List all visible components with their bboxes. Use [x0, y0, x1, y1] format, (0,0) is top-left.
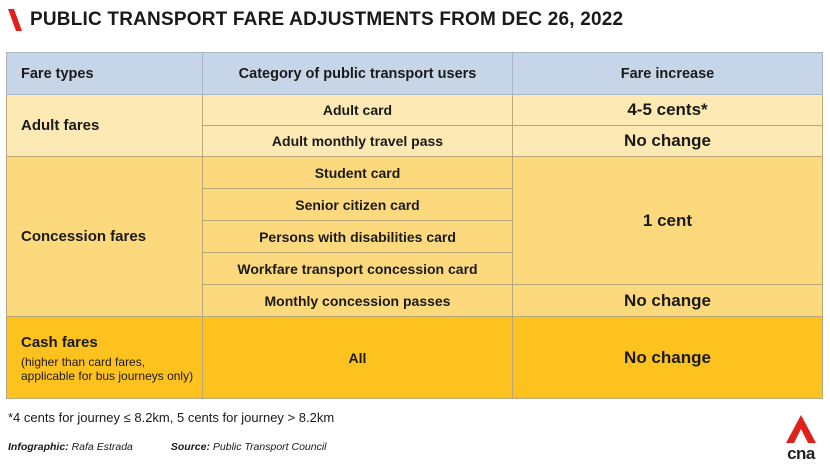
infographic-value: Rafa Estrada	[71, 441, 133, 453]
increase-cell: No change	[512, 316, 823, 399]
category-cell: Student card	[202, 156, 513, 189]
cash-fares-note: (higher than card fares, applicable for …	[21, 354, 194, 383]
concession-increase-cell: 1 cent	[512, 156, 823, 285]
cash-fares-cell: Cash fares (higher than card fares, appl…	[6, 316, 203, 399]
table-header-row: Fare types Category of public transport …	[6, 52, 823, 95]
footnote: *4 cents for journey ≤ 8.2km, 5 cents fo…	[8, 410, 335, 425]
infographic-label: Infographic:	[8, 441, 69, 453]
increase-cell: No change	[512, 125, 823, 157]
header-fare-types: Fare types	[6, 52, 203, 95]
page-title: PUBLIC TRANSPORT FARE ADJUSTMENTS FROM D…	[30, 9, 624, 30]
category-cell: Monthly concession passes	[202, 284, 513, 317]
cna-logo-text: cna	[787, 444, 815, 463]
source-value: Public Transport Council	[212, 441, 327, 453]
increase-cell: No change	[512, 284, 823, 317]
cna-logo: cna	[782, 414, 820, 464]
increase-cell: 4-5 cents*	[512, 94, 823, 126]
table-row: Adult fares Adult card 4-5 cents*	[6, 94, 823, 157]
fare-table: Fare types Category of public transport …	[6, 52, 823, 399]
cna-logo-icon	[786, 415, 816, 443]
header-fare-increase: Fare increase	[512, 52, 823, 95]
category-cell: Adult monthly travel pass	[202, 125, 513, 157]
infographic-credit: Infographic: Rafa Estrada	[8, 441, 133, 453]
source-credit: Source: Public Transport Council	[171, 441, 327, 453]
source-label: Source:	[170, 441, 210, 453]
concession-fares-label: Concession fares	[6, 156, 203, 317]
credits: Infographic: Rafa Estrada Source: Public…	[8, 441, 365, 453]
title-slash-icon	[8, 9, 22, 31]
adult-fares-label: Adult fares	[6, 94, 203, 157]
table-row: Adult monthly travel pass No change	[6, 125, 823, 157]
table-row: Concession fares Student card 1 cent	[6, 156, 823, 317]
category-cell: All	[202, 316, 513, 399]
category-cell: Persons with disabilities card	[202, 220, 513, 253]
category-cell: Workfare transport concession card	[202, 252, 513, 285]
cash-fares-label: Cash fares	[21, 333, 98, 351]
category-cell: Senior citizen card	[202, 188, 513, 221]
table-row: Cash fares (higher than card fares, appl…	[6, 316, 823, 399]
category-cell: Adult card	[202, 94, 513, 126]
header-category: Category of public transport users	[202, 52, 513, 95]
title-row: PUBLIC TRANSPORT FARE ADJUSTMENTS FROM D…	[8, 8, 623, 32]
